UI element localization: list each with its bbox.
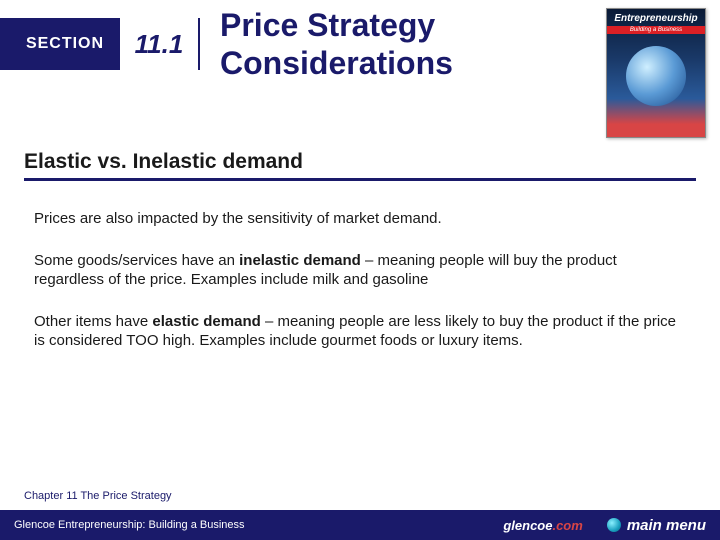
footer-bar: Glencoe Entrepreneurship: Building a Bus… <box>0 510 720 540</box>
slide-header: SECTION 11.1 Price Strategy Consideratio… <box>0 0 720 110</box>
textbook-cover-image: Entrepreneurship Building a Business <box>606 8 706 138</box>
section-number: 11.1 <box>120 18 200 70</box>
body-content: Prices are also impacted by the sensitiv… <box>34 209 686 351</box>
slide-footer: Chapter 11 The Price Strategy Glencoe En… <box>0 490 720 540</box>
section-label: SECTION <box>0 18 130 70</box>
content-heading: Elastic vs. Inelastic demand <box>24 150 720 174</box>
book-cover-title: Entrepreneurship <box>607 9 705 24</box>
paragraph-1: Prices are also impacted by the sensitiv… <box>34 209 686 229</box>
slide-title: Price Strategy Considerations <box>220 6 453 83</box>
brand-link[interactable]: glencoe.com <box>503 518 582 533</box>
paragraph-2: Some goods/services have an inelastic de… <box>34 251 686 290</box>
heading-underline <box>24 178 696 181</box>
paragraph-3: Other items have elastic demand – meanin… <box>34 312 686 351</box>
title-line-2: Considerations <box>220 45 453 81</box>
globe-icon <box>626 46 686 106</box>
title-line-1: Price Strategy <box>220 7 435 43</box>
chapter-label: Chapter 11 The Price Strategy <box>24 490 720 502</box>
menu-icon[interactable] <box>607 518 621 532</box>
book-cover-subtitle: Building a Business <box>607 26 705 34</box>
main-menu-link[interactable]: main menu <box>627 517 706 534</box>
source-label: Glencoe Entrepreneurship: Building a Bus… <box>14 519 245 531</box>
